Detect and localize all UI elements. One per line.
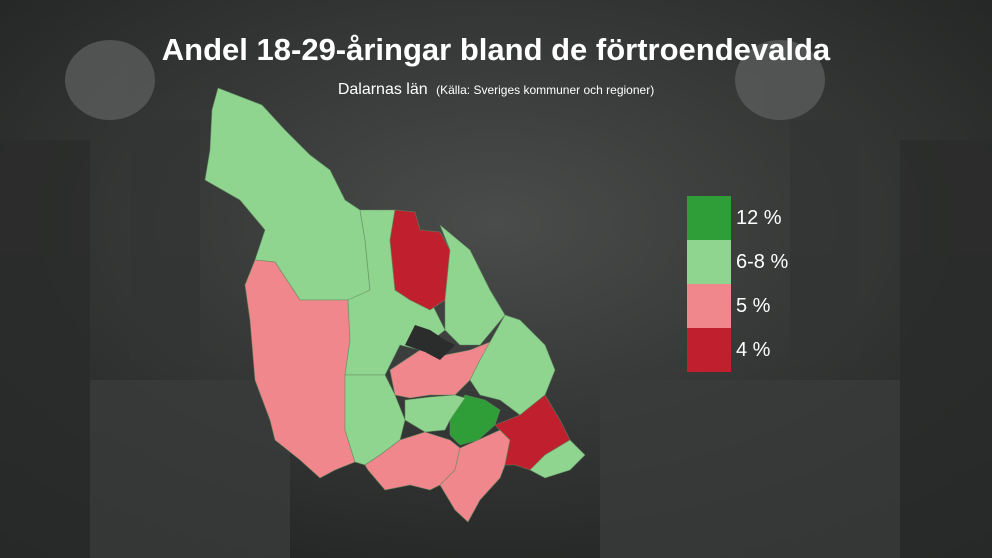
subtitle: Dalarnas län (Källa: Sveriges kommuner o… xyxy=(338,81,654,98)
background-room xyxy=(0,40,992,558)
municipality xyxy=(244,259,356,479)
legend-swatch xyxy=(687,284,731,328)
lake-siljan xyxy=(405,325,455,360)
municipality xyxy=(439,224,506,346)
legend: 12 % 6-8 % 5 % 4 % xyxy=(687,196,788,372)
legend-label: 5 % xyxy=(736,295,771,317)
source: (Källa: Sveriges kommuner och regioner) xyxy=(436,83,654,97)
legend-label: 6-8 % xyxy=(736,251,788,273)
title: Andel 18-29-åringar bland de förtroendev… xyxy=(162,32,831,67)
legend-label: 12 % xyxy=(736,207,782,229)
map xyxy=(204,87,586,523)
legend-swatch xyxy=(687,240,731,284)
municipality xyxy=(439,429,511,523)
legend-swatch xyxy=(687,328,731,372)
municipality xyxy=(529,439,586,479)
legend-label: 4 % xyxy=(736,339,771,361)
subtitle-main: Dalarnas län xyxy=(338,81,428,98)
municipality xyxy=(404,394,466,433)
legend-swatch xyxy=(687,196,731,240)
